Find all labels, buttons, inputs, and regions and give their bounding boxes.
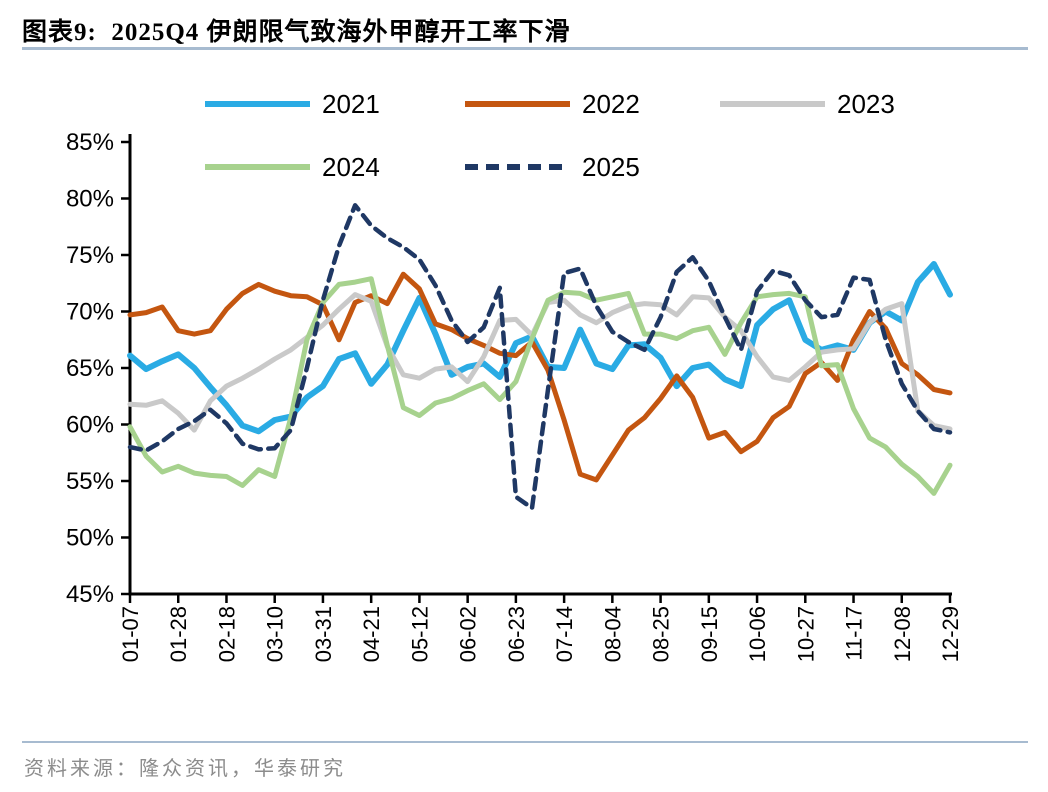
legend-swatch-2023 — [720, 101, 825, 107]
series-line-2022 — [127, 271, 953, 483]
legend-item-2024: 2024 — [205, 152, 380, 182]
series-line-2025 — [127, 203, 953, 511]
x-axis-label: 01-07 — [118, 606, 143, 662]
x-axis-label: 01-28 — [166, 606, 191, 662]
y-axis-label: 75% — [66, 242, 114, 269]
footer-divider — [22, 741, 1028, 743]
legend-item-2023: 2023 — [720, 89, 895, 119]
x-axis-label: 10-27 — [793, 606, 818, 662]
x-axis-label: 05-12 — [407, 606, 432, 662]
x-axis-label: 06-23 — [504, 606, 529, 662]
x-axis-label: 02-18 — [214, 606, 239, 662]
source-note: 资料来源：隆众资讯，华泰研究 — [24, 758, 346, 780]
legend-label-2025: 2025 — [582, 152, 640, 182]
legend-item-2021: 2021 — [205, 89, 380, 119]
x-axis-label: 10-06 — [745, 606, 770, 662]
legend-swatch-2021 — [205, 101, 310, 107]
x-axis-label: 11-17 — [842, 606, 867, 661]
y-axis-label: 70% — [66, 299, 114, 326]
legend-swatch-2024 — [205, 164, 310, 170]
x-axis-label: 07-14 — [552, 606, 577, 662]
y-axis-label: 80% — [66, 186, 114, 213]
legend-label-2022: 2022 — [582, 89, 640, 119]
legend-label-2021: 2021 — [322, 89, 380, 119]
x-axis-label: 09-15 — [697, 606, 722, 662]
legend-swatch-2022 — [465, 101, 570, 107]
series-line-2024 — [127, 276, 953, 496]
legend-swatch-2025 — [465, 164, 570, 170]
y-axis-label: 85% — [66, 129, 114, 156]
legend-label-2024: 2024 — [322, 152, 380, 182]
x-axis-label: 06-02 — [456, 606, 481, 662]
y-axis-label: 50% — [66, 525, 114, 552]
legend-label-2023: 2023 — [837, 89, 895, 119]
y-axis-label: 45% — [66, 581, 114, 608]
title-divider — [22, 47, 1028, 50]
x-axis-label: 03-31 — [311, 606, 336, 662]
x-axis-label: 03-10 — [263, 606, 288, 662]
figure-title: 图表9: 2025Q4 伊朗限气致海外甲醇开工率下滑 — [22, 19, 571, 46]
x-axis-label: 04-21 — [359, 606, 384, 662]
x-axis-label: 12-29 — [938, 606, 963, 662]
legend-item-2022: 2022 — [465, 89, 640, 119]
y-axis-label: 60% — [66, 412, 114, 439]
y-axis-label: 65% — [66, 355, 114, 382]
x-axis-label: 08-04 — [600, 606, 625, 662]
y-axis-label: 55% — [66, 468, 114, 495]
x-axis-label: 12-08 — [890, 606, 915, 662]
x-axis-label: 08-25 — [649, 606, 674, 662]
legend-item-2025: 2025 — [465, 152, 640, 182]
